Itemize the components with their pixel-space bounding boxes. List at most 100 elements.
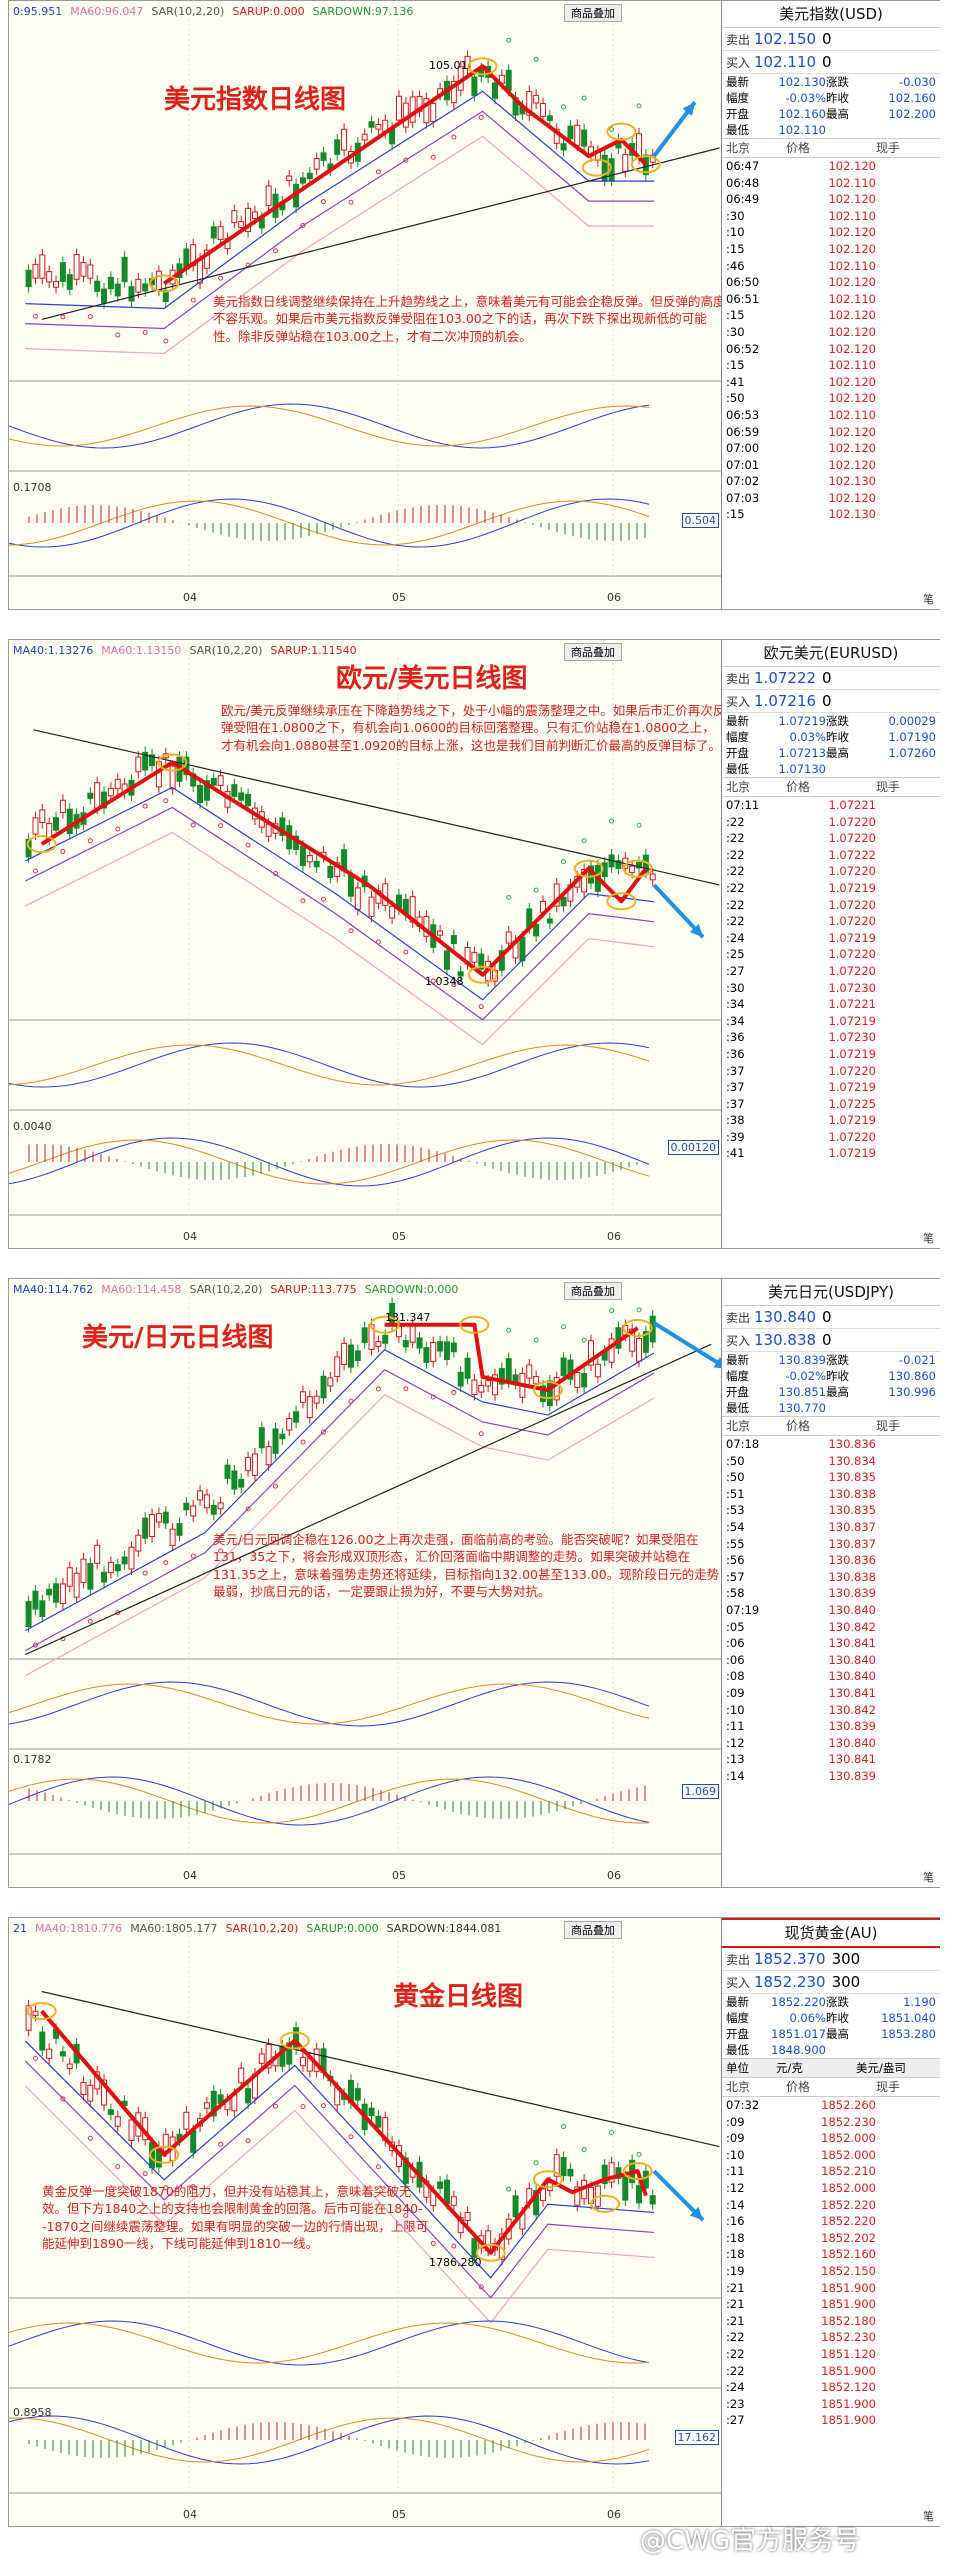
stat-row: 最新 1.07219 涨跌 0.00029 — [722, 713, 940, 729]
tick-time: :21 — [726, 2280, 745, 2295]
overlay-button[interactable]: 商品叠加 — [564, 4, 622, 22]
value-box: 17.162 — [674, 2430, 719, 2445]
sar-dot — [533, 56, 539, 62]
candle-body — [32, 263, 39, 279]
candle-body — [238, 792, 245, 801]
indicator-value: 0.1708 — [13, 481, 52, 494]
indicator-value: 0.1782 — [13, 1753, 52, 1766]
tick-row: 07:11 1.07221 — [722, 797, 940, 814]
sar-dot — [430, 2240, 436, 2246]
tick-price: 1.07220 — [828, 1063, 876, 1078]
sar-dot — [430, 154, 436, 160]
tick-row: 06:52 102.120 — [722, 341, 940, 358]
candle-body — [354, 887, 361, 910]
stat-label: 涨跌 — [826, 1353, 849, 1367]
tick-row: :36 1.07230 — [722, 1029, 940, 1046]
x-tick-label: 05 — [392, 1230, 406, 1243]
tick-row: :56 130.836 — [722, 1552, 940, 1569]
sar-dot — [321, 896, 327, 902]
candle-body — [622, 153, 629, 172]
sar-dot — [403, 157, 409, 163]
candle-body — [238, 1478, 245, 1488]
overlay-button[interactable]: 商品叠加 — [564, 1921, 622, 1939]
overlay-button[interactable]: 商品叠加 — [564, 1282, 622, 1300]
arrow-head — [689, 2206, 704, 2221]
sar-dot — [506, 2186, 512, 2192]
indicator-label: SARDOWN:0.000 — [364, 1283, 459, 1296]
tick-time: :39 — [726, 1129, 745, 1144]
x-tick-label: 06 — [607, 2508, 621, 2521]
sar-dot — [87, 2135, 93, 2141]
stat-value: 1.07213 — [778, 746, 826, 760]
tick-time: :41 — [726, 374, 745, 389]
tick-time: :22 — [726, 914, 745, 929]
sar-dot — [609, 1308, 615, 1314]
candle-body — [553, 1377, 560, 1401]
sar-dot — [533, 1337, 539, 1343]
sar-dot — [163, 798, 169, 804]
sar-dot — [218, 275, 224, 281]
chart-graphics — [9, 19, 721, 577]
sar-dot — [190, 2184, 196, 2190]
quote-panel: 现货黄金(AU) 卖出 1852.370 300 买入 1852.230 300 最新 1852… — [721, 1918, 940, 2526]
candle-body — [238, 2067, 245, 2084]
candle-body — [450, 2196, 457, 2206]
tick-time: :30 — [726, 980, 745, 995]
chart-title: 黄金日线图 — [393, 1982, 524, 2012]
stat-label: 最低 — [726, 1401, 749, 1415]
buy-row: 买入 1852.230 300 — [722, 1971, 940, 1994]
tick-time: 06:47 — [726, 159, 760, 173]
row-label: 买入 — [726, 56, 751, 70]
tick-row: :22 1852.230 — [722, 2329, 940, 2346]
sar-dot — [300, 2104, 306, 2110]
candle-body — [334, 139, 341, 155]
sar-dot — [561, 1324, 567, 1330]
stat-label: 昨收 — [826, 91, 849, 105]
tick-time: 07:32 — [726, 2098, 760, 2112]
candle-body — [299, 2056, 306, 2067]
stat-value: 1.190 — [903, 1995, 936, 2009]
candle-body — [642, 1331, 649, 1353]
stat-value: -0.02% — [785, 1369, 826, 1383]
candle-body — [533, 923, 540, 937]
stat-label: 最低 — [726, 123, 749, 137]
candle-body — [608, 2162, 615, 2183]
stat-row: 幅度 0.06% 昨收 1851.040 — [722, 2010, 940, 2026]
tick-time: :24 — [726, 930, 745, 945]
candle-body — [615, 860, 622, 869]
tick-price: 1.07219 — [828, 930, 876, 945]
tick-row: 07:00 102.120 — [722, 440, 940, 457]
candle-body — [306, 1396, 313, 1419]
price: 1.07216 — [754, 692, 817, 710]
candle-body — [423, 1347, 430, 1363]
tick-price: 1852.220 — [821, 2197, 876, 2212]
stat-value: 1.07260 — [888, 746, 936, 760]
tick-row: :30 102.110 — [722, 208, 940, 225]
candle-body — [546, 115, 553, 121]
volume: 0 — [822, 692, 832, 710]
sar-dot — [115, 826, 121, 832]
tick-price: 1.07220 — [828, 814, 876, 829]
indicator-label: MA40:1810.776 — [35, 1922, 123, 1935]
candle-body — [629, 865, 636, 873]
tick-header: 北京 价格 现手 — [722, 1416, 940, 1436]
tick-price: 130.841 — [828, 1636, 876, 1651]
tick-price: 102.130 — [828, 507, 876, 522]
stat-value: 130.860 — [888, 1369, 936, 1383]
candle-body — [574, 1372, 581, 1388]
overlay-button[interactable]: 商品叠加 — [564, 643, 622, 661]
tick-time: :08 — [726, 1669, 745, 1684]
sar-dot — [142, 329, 148, 335]
tick-price: 1.07220 — [828, 897, 876, 912]
moving-average — [25, 1393, 655, 1677]
sar-dot — [142, 1570, 148, 1576]
sar-dot — [403, 949, 409, 955]
candle-body — [471, 2238, 478, 2258]
unit-row: 单位 元/克 美元/盎司 — [722, 2058, 940, 2077]
tick-row: :41 102.120 — [722, 374, 940, 391]
stat-value: 102.160 — [778, 107, 826, 121]
tick-row: :51 130.838 — [722, 1486, 940, 1503]
quote-title: 欧元美元(EURUSD) — [722, 640, 940, 667]
highlight-circle — [157, 753, 188, 772]
candle-body — [258, 2053, 265, 2064]
